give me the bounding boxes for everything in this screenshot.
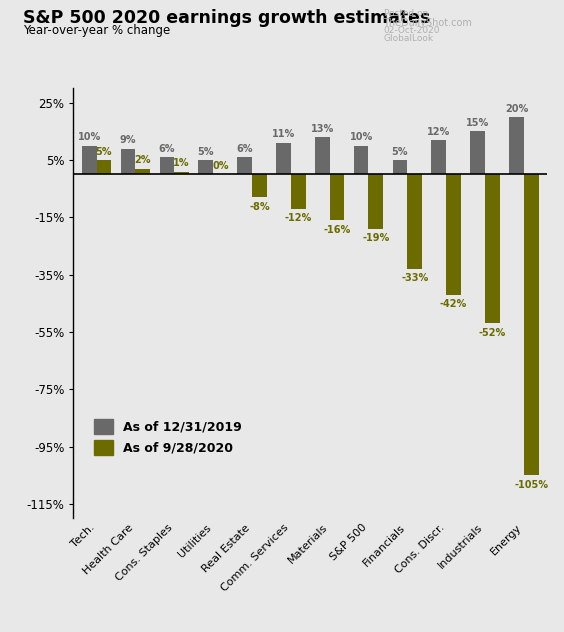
Bar <box>199 160 213 174</box>
Text: -16%: -16% <box>323 224 351 234</box>
Bar <box>485 174 500 324</box>
Text: S&P 500 2020 earnings growth estimates: S&P 500 2020 earnings growth estimates <box>23 9 430 27</box>
Bar <box>446 174 461 295</box>
Bar <box>160 157 174 174</box>
Bar <box>174 171 189 174</box>
Text: Posted on: Posted on <box>384 9 428 18</box>
Bar <box>82 146 96 174</box>
Bar <box>329 174 345 221</box>
Text: 5%: 5% <box>197 147 214 157</box>
Bar <box>393 160 407 174</box>
Text: 1%: 1% <box>173 158 190 168</box>
Bar <box>237 157 252 174</box>
Bar <box>276 143 291 174</box>
Text: 2%: 2% <box>135 155 151 165</box>
Text: -52%: -52% <box>479 328 506 337</box>
Bar <box>315 137 329 174</box>
Text: 6%: 6% <box>236 144 253 154</box>
Bar <box>368 174 383 229</box>
Text: 10%: 10% <box>350 132 373 142</box>
Bar <box>407 174 422 269</box>
Bar <box>509 117 524 174</box>
Bar <box>252 174 267 197</box>
Text: -42%: -42% <box>440 299 467 309</box>
Bar <box>470 131 485 174</box>
Text: -19%: -19% <box>362 233 390 243</box>
Text: -8%: -8% <box>249 202 270 212</box>
Bar <box>121 149 135 174</box>
Text: 12%: 12% <box>427 126 451 137</box>
Text: 5%: 5% <box>391 147 408 157</box>
Legend: As of 12/31/2019, As of 9/28/2020: As of 12/31/2019, As of 9/28/2020 <box>89 414 246 461</box>
Bar <box>524 174 539 475</box>
Text: 02-Oct-2020: 02-Oct-2020 <box>384 26 440 35</box>
Text: 15%: 15% <box>466 118 489 128</box>
Text: -105%: -105% <box>514 480 548 490</box>
Text: 13%: 13% <box>311 124 334 134</box>
Text: TheDailyShot.com: TheDailyShot.com <box>384 18 473 28</box>
Text: 11%: 11% <box>272 130 295 140</box>
Text: -12%: -12% <box>284 213 312 223</box>
Text: 10%: 10% <box>78 132 101 142</box>
Bar <box>431 140 446 174</box>
Bar <box>135 169 150 174</box>
Text: Year-over-year % change: Year-over-year % change <box>23 24 170 37</box>
Bar <box>354 146 368 174</box>
Bar <box>291 174 306 209</box>
Text: 6%: 6% <box>158 144 175 154</box>
Text: 9%: 9% <box>120 135 136 145</box>
Bar <box>96 160 111 174</box>
Text: 5%: 5% <box>96 147 112 157</box>
Text: 0%: 0% <box>212 161 229 171</box>
Text: 20%: 20% <box>505 104 528 114</box>
Text: GlobalLook: GlobalLook <box>384 34 434 43</box>
Text: -33%: -33% <box>401 273 428 283</box>
